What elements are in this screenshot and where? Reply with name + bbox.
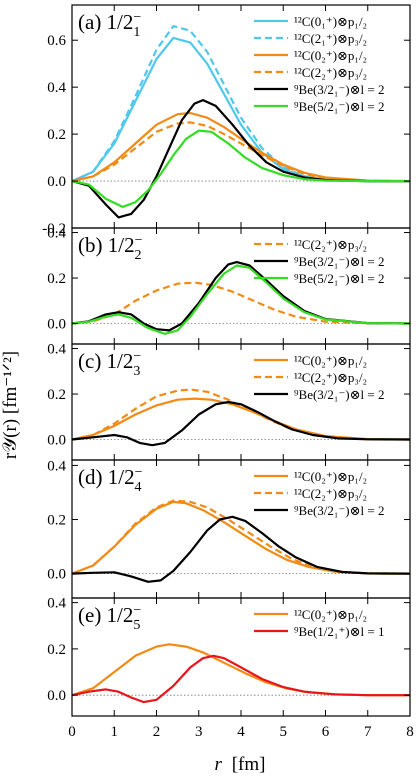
- legend-label: ⁹Be(3/2₁⁻)⊗l = 2: [294, 82, 384, 97]
- y-tick-label: 0.2: [47, 127, 66, 143]
- series-line-3: [71, 400, 411, 447]
- legend-label: ¹²C(0₂⁺)⊗p₁/₂: [294, 607, 367, 622]
- panel-1: 0.60.40.20.0-0.2(a) 1/2− 1¹²C(0₁⁺)⊗p₁/₂¹²…: [42, 4, 411, 237]
- series-line-1: [71, 643, 410, 697]
- y-tick-label: 0.0: [47, 174, 66, 190]
- panels: 0.60.40.20.0-0.2(a) 1/2− 1¹²C(0₁⁺)⊗p₁/₂¹²…: [42, 4, 414, 740]
- series-line-2: [71, 388, 411, 441]
- legend-label: ¹²C(2₂⁺)⊗p₃/₂: [294, 65, 367, 80]
- panel-4: 0.4 0.2 0.0 (d) 1/2− 4 ¹²C(0₂⁺)⊗p₁/₂ ¹²C(2₂⁺)⊗…: [47, 458, 411, 599]
- series-line-6: [71, 129, 410, 208]
- series-line-4: [71, 121, 411, 183]
- x-tick-label: 6: [322, 724, 330, 740]
- legend-label: ⁹Be(5/2₁⁻)⊗l = 2: [294, 99, 384, 114]
- legend-label: ¹²C(2₂⁺)⊗p₃/₂: [294, 486, 367, 501]
- y-tick-label: 0.2: [47, 642, 66, 658]
- y-tick-label: 0.2: [47, 513, 66, 529]
- x-tick-label: 3: [195, 724, 203, 740]
- y-tick-label: 0.4: [47, 226, 66, 242]
- panel-label: (e) 1/2− 5: [78, 603, 141, 633]
- series-line-3: [71, 111, 411, 183]
- x-tick-label: 8: [406, 724, 414, 740]
- panel-5: 0.4 0.2 0.0 0 1 2 3 4 5 6 7 8 (e) 1/2− 5 ¹²C(0₂⁺)⊗p₁/₂…: [47, 596, 414, 740]
- panel-label: (d) 1/2− 4: [78, 465, 143, 495]
- legend: ¹²C(2₂⁺)⊗p₃/₂ ⁹Be(3/2₁⁻)⊗l = 2 ⁹Be(5/2₁⁻)⊗…: [254, 237, 384, 286]
- panel-label: (c) 1/2− 3: [78, 349, 141, 379]
- legend-label: ¹²C(0₂⁺)⊗p₁/₂: [294, 469, 367, 484]
- x-tick-label: 1: [111, 724, 119, 740]
- x-tick-label: 4: [237, 724, 245, 740]
- y-tick-label: 0.0: [47, 688, 66, 704]
- series-line-5: [71, 99, 410, 219]
- legend-label: ⁹Be(3/2₁⁻)⊗l = 2: [294, 254, 384, 269]
- y-tick-label: -0.2: [42, 221, 66, 237]
- legend-label: ⁹Be(1/2₁⁺)⊗l = 1: [294, 624, 384, 639]
- y-axis-label: r𝒴(r) [fm⁻¹ᐟ²]: [0, 351, 21, 459]
- x-axis-label: r [fm]: [215, 754, 266, 775]
- legend-label: ¹²C(2₂⁺)⊗p₃/₂: [294, 370, 367, 385]
- legend: ¹²C(0₂⁺)⊗p₁/₂ ⁹Be(1/2₁⁺)⊗l = 1: [254, 607, 384, 639]
- legend: ¹²C(0₂⁺)⊗p₁/₂ ¹²C(2₂⁺)⊗p₃/₂ ⁹Be(3/2₁⁻)⊗l =…: [254, 353, 384, 402]
- panel-label: (b) 1/2− 2: [78, 233, 143, 263]
- legend-label: ⁹Be(3/2₁⁻)⊗l = 2: [294, 503, 384, 518]
- series-line-2: [71, 499, 411, 575]
- legend-label: ⁹Be(3/2₁⁻)⊗l = 2: [294, 387, 384, 402]
- y-tick-label: 0.0: [47, 317, 66, 333]
- y-tick-label: 0.2: [47, 387, 66, 403]
- y-tick-label: 0.4: [47, 342, 66, 358]
- panel-label: (a) 1/2− 1: [78, 10, 141, 40]
- y-tick-label: 0.2: [47, 271, 66, 287]
- legend-label: ⁹Be(5/2₁⁻)⊗l = 2: [294, 271, 384, 286]
- y-tick-label: 0.4: [47, 458, 66, 474]
- x-axis-label-variable: r: [215, 754, 223, 775]
- legend: ¹²C(0₂⁺)⊗p₁/₂ ¹²C(2₂⁺)⊗p₃/₂ ⁹Be(3/2₁⁻)⊗l =…: [254, 469, 384, 518]
- legend-label: ¹²C(0₁⁺)⊗p₁/₂: [294, 14, 367, 29]
- x-axis-label-unit: [fm]: [232, 754, 266, 775]
- y-tick-label: 0.4: [47, 80, 66, 96]
- x-tick-label: 5: [280, 724, 288, 740]
- y-tick-label: 0.6: [47, 33, 66, 49]
- y-tick-label: 0.0: [47, 433, 66, 449]
- panel-3: 0.4 0.2 0.0 (c) 1/2− 3 ¹²C(0₂⁺)⊗p₁/₂ ¹²C(2₂⁺)⊗…: [47, 342, 411, 461]
- x-tick-label: 0: [68, 724, 76, 740]
- legend-label: ¹²C(2₁⁺)⊗p₃/₂: [294, 31, 367, 46]
- legend-label: ¹²C(0₂⁺)⊗p₁/₂: [294, 48, 367, 63]
- legend: ¹²C(0₁⁺)⊗p₁/₂ ¹²C(2₁⁺)⊗p₃/₂ ¹²C(0₂⁺)⊗p₁/₂ ¹…: [254, 14, 384, 114]
- series-line-1: [71, 281, 411, 325]
- y-tick-label: 0.4: [47, 596, 66, 612]
- series-line-2: [71, 261, 411, 332]
- series-line-3: [71, 264, 411, 335]
- y-tick-label: 0.0: [47, 567, 66, 583]
- series-line-3: [71, 515, 411, 583]
- panel-2: 0.4 0.2 0.0 (b) 1/2− 2 ¹²C(2₂⁺)⊗p₃/₂ ⁹Be(3/2₁⁻…: [47, 226, 411, 345]
- series-line-2: [71, 654, 410, 704]
- x-tick-label: 2: [153, 724, 161, 740]
- legend-label: ¹²C(2₂⁺)⊗p₃/₂: [294, 237, 367, 252]
- legend-label: ¹²C(0₂⁺)⊗p₁/₂: [294, 353, 367, 368]
- x-tick-label: 7: [364, 724, 372, 740]
